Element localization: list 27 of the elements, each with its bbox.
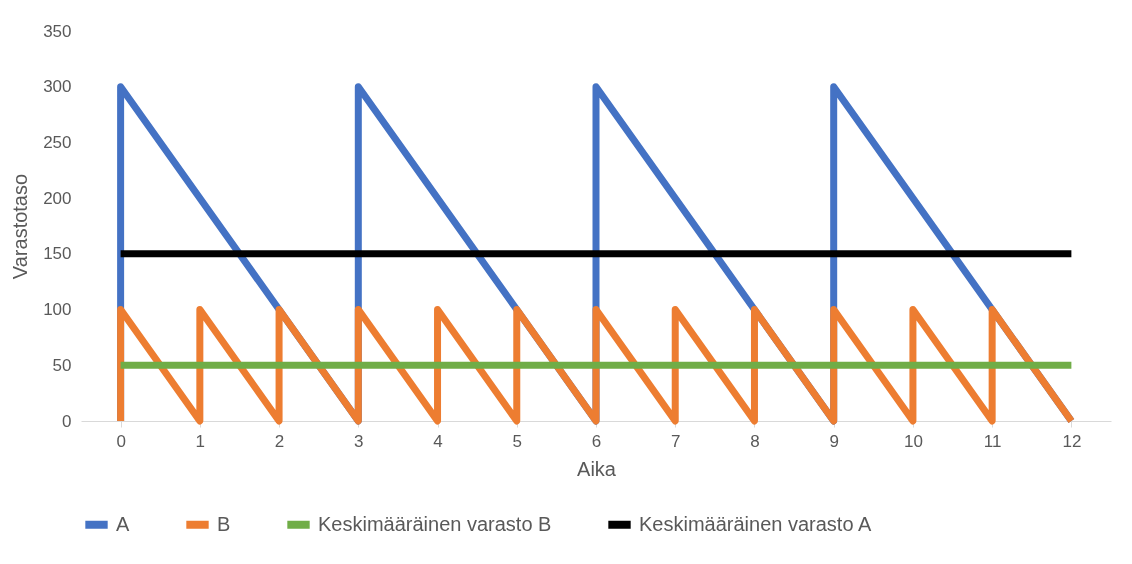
y-tick-label: 200 [43,188,72,208]
y-axis-title: Varastotaso [9,173,32,280]
x-tick-label: 0 [116,431,126,451]
x-tick-label: 7 [671,431,681,451]
x-tick-label: 9 [829,431,839,451]
x-tick-label: 11 [983,431,1002,451]
y-tick-label: 100 [43,300,72,320]
legend-label: B [217,512,231,535]
y-tick-label: 0 [62,411,72,431]
y-tick-label: 50 [52,355,72,375]
legend-label: Keskimääräinen varasto B [318,512,552,535]
y-tick-label: 350 [43,21,72,41]
x-tick-label: 6 [591,431,602,451]
x-tick-label: 3 [354,431,364,451]
x-tick-label: 12 [1062,431,1082,451]
x-tick-label: 8 [750,431,760,451]
y-tick-label: 300 [43,77,72,97]
y-tick-label: 150 [43,244,72,264]
x-tick-label: 4 [433,431,443,451]
legend-label: Keskimääräinen varasto A [639,512,872,535]
y-tick-label: 250 [43,132,72,152]
x-tick-label: 5 [512,431,522,451]
legend-label: A [116,512,130,535]
x-tick-label: 10 [903,431,923,451]
x-axis-title: Aika [577,457,617,480]
x-tick-label: 2 [274,431,285,451]
x-tick-label: 1 [195,431,206,451]
